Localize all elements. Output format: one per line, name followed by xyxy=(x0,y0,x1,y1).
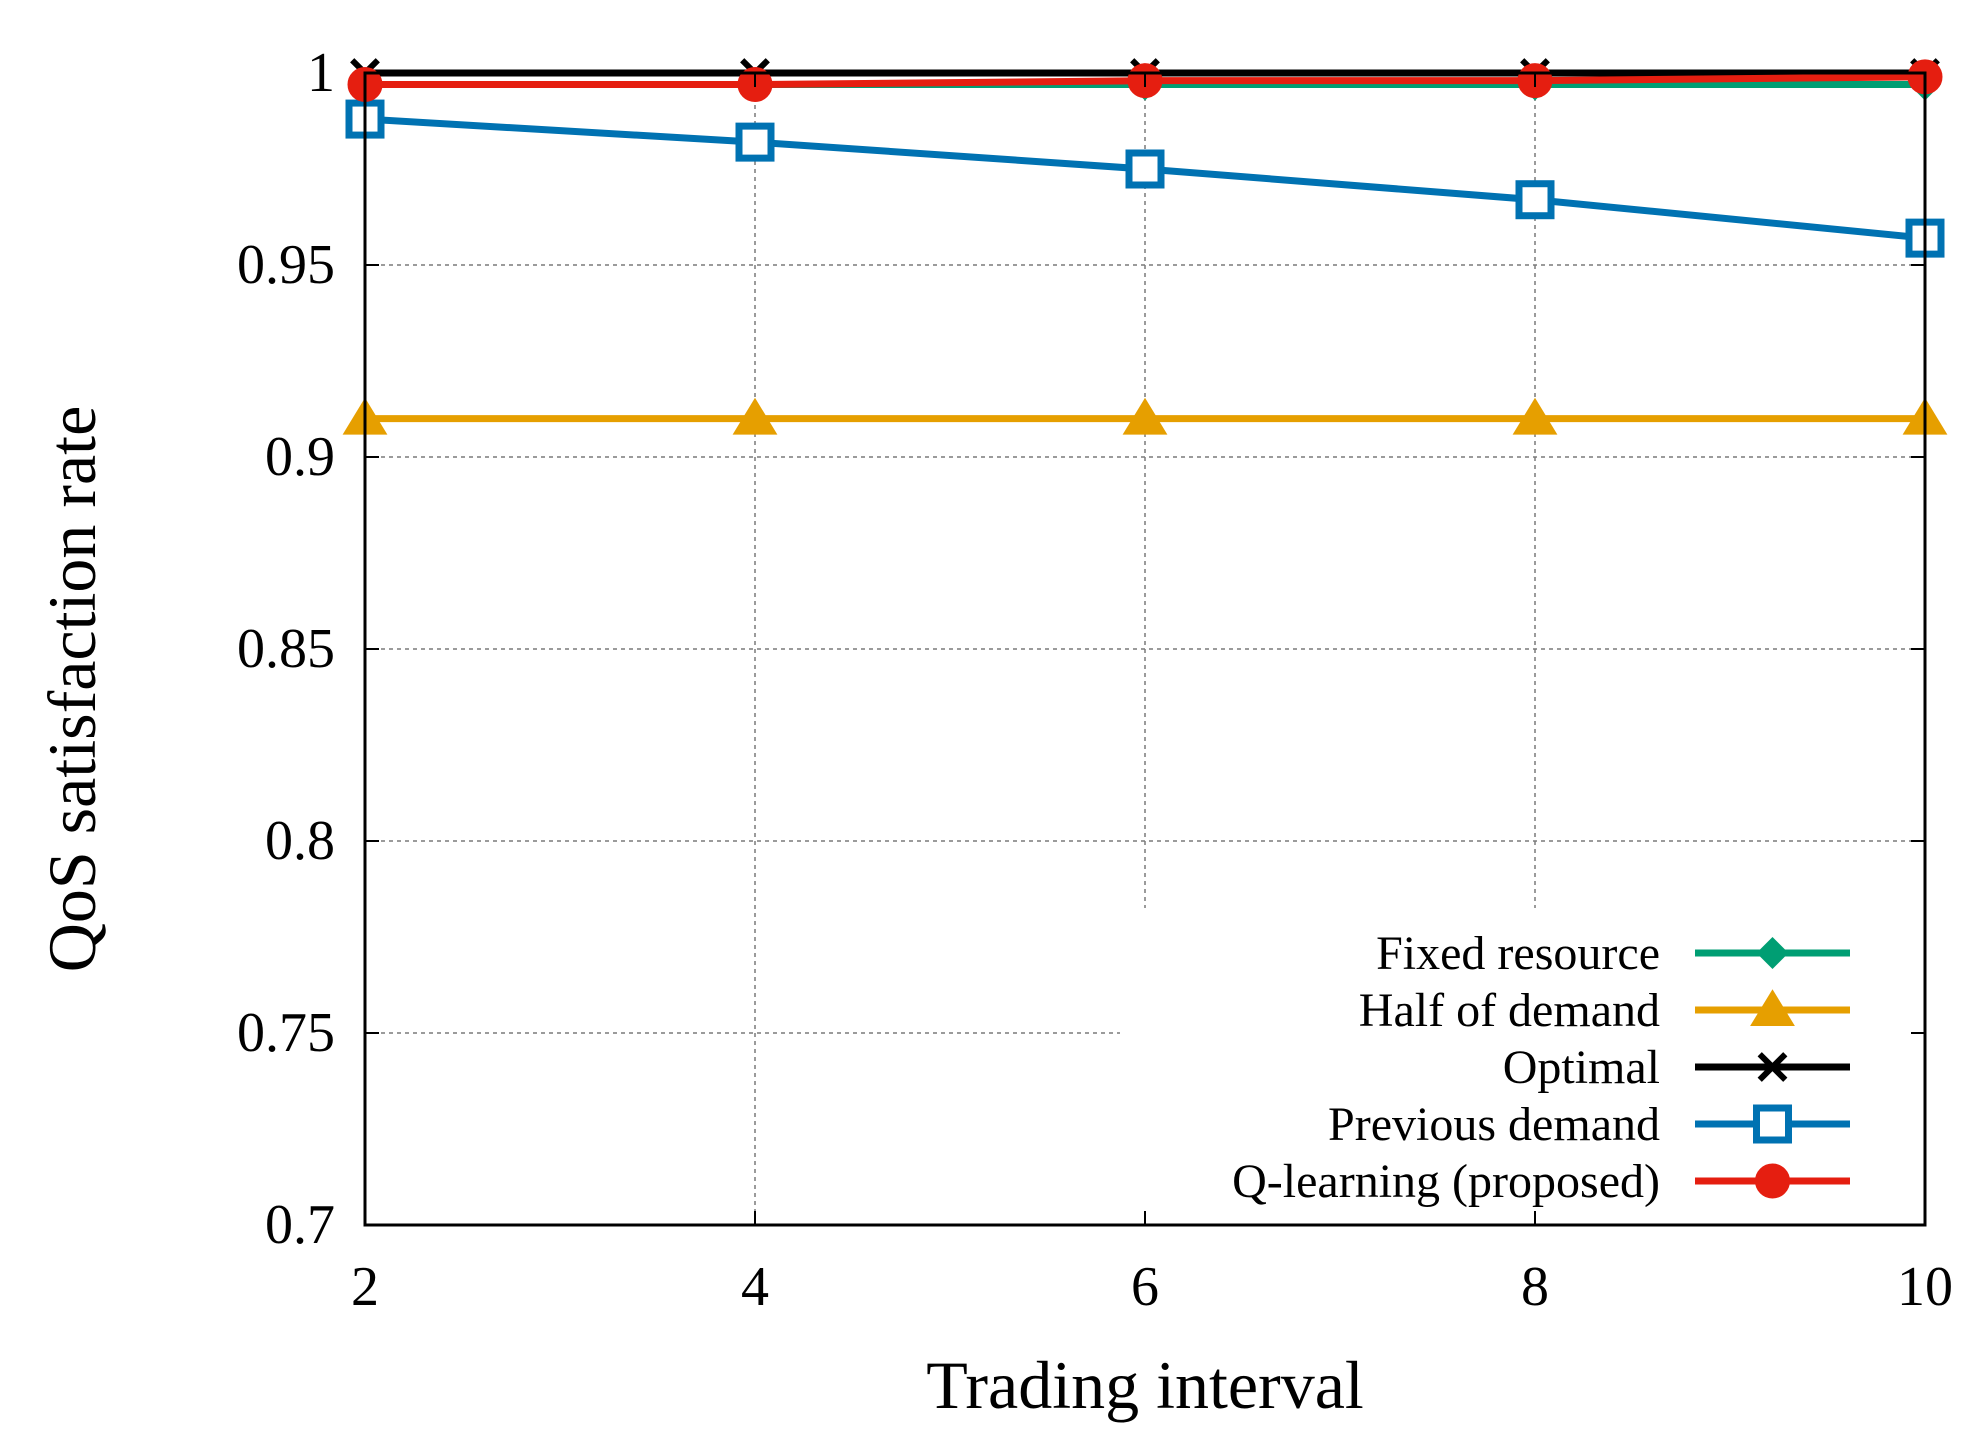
data-point-square xyxy=(1125,149,1165,189)
data-point-square xyxy=(735,122,775,162)
data-point-triangle xyxy=(1122,397,1168,435)
x-axis-title: Trading interval xyxy=(926,1347,1364,1423)
legend-label: Optimal xyxy=(1503,1041,1660,1094)
y-tick-label: 1 xyxy=(307,42,335,104)
legend-item: Fixed resource xyxy=(1376,927,1850,980)
x-tick-label: 6 xyxy=(1131,1256,1159,1318)
data-point-triangle xyxy=(1750,989,1795,1026)
legend-item: Previous demand xyxy=(1328,1098,1850,1151)
data-point-circle xyxy=(1755,1163,1790,1199)
x-tick-label: 10 xyxy=(1897,1256,1953,1318)
data-point-triangle xyxy=(732,397,778,435)
y-tick-label: 0.8 xyxy=(265,810,335,872)
legend-item: Optimal xyxy=(1503,1041,1850,1094)
y-tick-label: 0.85 xyxy=(237,618,335,680)
cross-stroke xyxy=(1757,1052,1788,1082)
tick-labels: 0.7 0.75 0.8 0.85 0.9 0.95 1 2 4 6 8 10 xyxy=(237,42,1953,1318)
legend-item: Half of demand xyxy=(1359,984,1850,1037)
data-point-triangle xyxy=(1512,397,1558,435)
y-tick-label: 0.9 xyxy=(265,426,335,488)
legend-label: Previous demand xyxy=(1328,1098,1660,1151)
legend-label: Half of demand xyxy=(1359,984,1660,1037)
legend-item: Q-learning (proposed) xyxy=(1232,1155,1850,1208)
data-point-square xyxy=(1515,180,1555,220)
x-tick-label: 4 xyxy=(741,1256,769,1318)
legend-label: Q-learning (proposed) xyxy=(1232,1155,1660,1208)
data-point-diamond xyxy=(1756,937,1789,969)
y-tick-label: 0.75 xyxy=(237,1002,335,1064)
y-axis-title: QoS satisfaction rate xyxy=(34,406,110,973)
data-point-square xyxy=(1753,1104,1792,1144)
legend-label: Fixed resource xyxy=(1376,927,1660,980)
x-tick-label: 8 xyxy=(1521,1256,1549,1318)
series-previous-demand xyxy=(345,99,1945,258)
data-point-cross xyxy=(1757,1052,1788,1082)
x-tick-label: 2 xyxy=(351,1256,379,1318)
grid-lines xyxy=(365,73,1925,1225)
y-tick-label: 0.7 xyxy=(265,1194,335,1256)
y-tick-label: 0.95 xyxy=(237,234,335,296)
series-half-of-demand xyxy=(342,397,1948,435)
